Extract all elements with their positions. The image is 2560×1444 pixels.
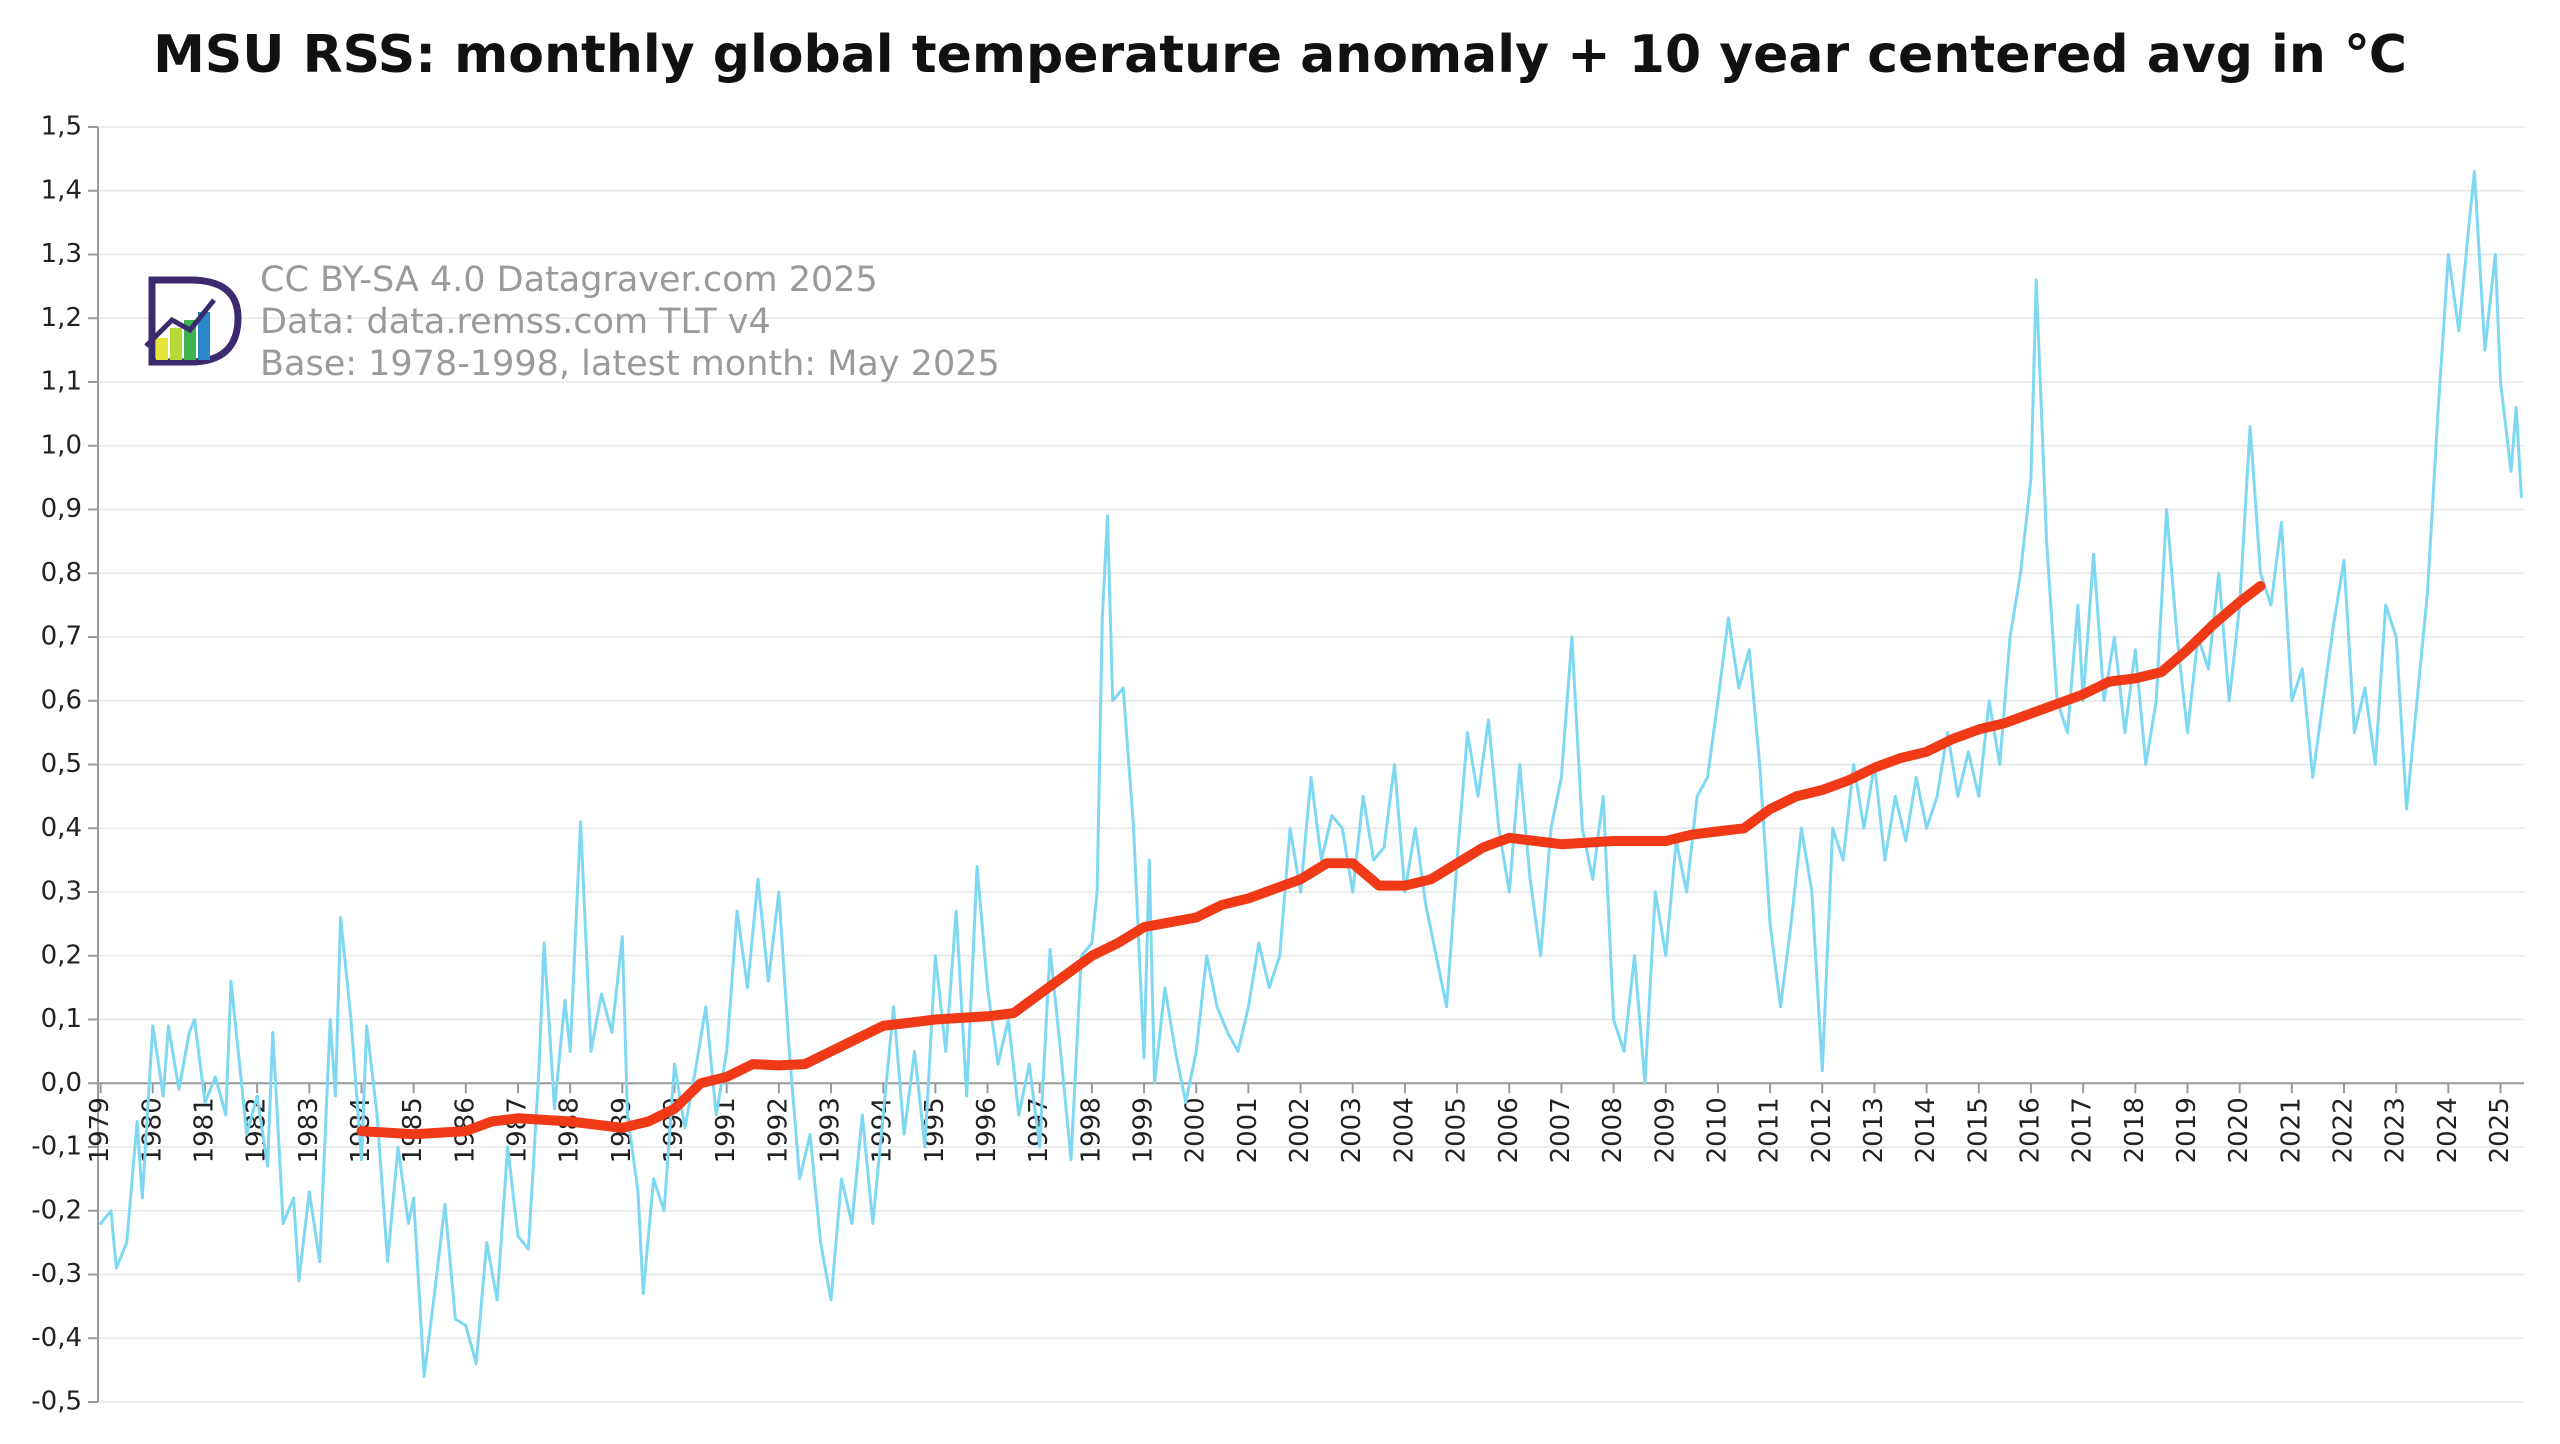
y-tick-label: 0,7	[41, 622, 82, 652]
annotation: Data: data.remss.com TLT v4	[260, 302, 771, 342]
x-tick-label: 2015	[1963, 1097, 1993, 1163]
y-tick-label: 1,1	[41, 367, 82, 397]
y-tick-label: -0,4	[31, 1323, 82, 1353]
y-tick-label: 0,4	[41, 813, 82, 843]
y-tick-label: -0,3	[31, 1259, 82, 1289]
y-tick-label: -0,2	[31, 1195, 82, 1225]
x-tick-label: 2006	[1494, 1097, 1524, 1163]
y-tick-label: 0,0	[41, 1068, 82, 1098]
x-tick-label: 2011	[1755, 1097, 1785, 1163]
y-tick-label: 0,9	[41, 494, 82, 524]
x-tick-label: 2007	[1546, 1097, 1576, 1163]
logo	[144, 276, 242, 366]
y-tick-label: 1,4	[41, 175, 82, 205]
y-tick-label: 0,1	[41, 1004, 82, 1034]
y-tick-label: 0,2	[41, 940, 82, 970]
y-tick-label: 1,3	[41, 239, 82, 269]
y-tick-label: 0,3	[41, 877, 82, 907]
chart-title: MSU RSS: monthly global temperature anom…	[153, 25, 2407, 85]
annotation: Base: 1978-1998, latest month: May 2025	[260, 344, 1000, 384]
x-tick-label: 2003	[1337, 1097, 1367, 1163]
y-tick-label: 1,5	[41, 112, 82, 142]
x-tick-label: 2005	[1442, 1097, 1472, 1163]
x-tick-label: 1980	[137, 1097, 167, 1163]
y-tick-label: 0,6	[41, 685, 82, 715]
x-tick-label: 2008	[1598, 1097, 1628, 1163]
y-tick-label: 0,8	[41, 558, 82, 588]
x-tick-label: 2004	[1389, 1097, 1419, 1163]
x-tick-label: 2017	[2068, 1097, 2098, 1163]
x-tick-label: 2025	[2485, 1097, 2515, 1163]
x-tick-label: 2001	[1233, 1097, 1263, 1163]
x-tick-label: 1998	[1076, 1097, 1106, 1163]
data-line	[356, 581, 2266, 1140]
y-tick-label: 1,2	[41, 303, 82, 333]
x-tick-label: 2020	[2224, 1097, 2254, 1163]
x-tick-label: 1988	[555, 1097, 585, 1163]
x-tick-label: 2014	[1911, 1097, 1941, 1163]
annotation: CC BY-SA 4.0 Datagraver.com 2025	[260, 260, 878, 300]
x-tick-label: 2024	[2433, 1097, 2463, 1163]
x-tick-label: 1979	[85, 1097, 115, 1163]
x-tick-label: 2002	[1285, 1097, 1315, 1163]
x-tick-label: 2016	[2015, 1097, 2045, 1163]
x-tick-label: 2013	[1859, 1097, 1889, 1163]
x-tick-label: 1992	[763, 1097, 793, 1163]
y-tick-label: -0,1	[31, 1132, 82, 1162]
x-tick-label: 2023	[2381, 1097, 2411, 1163]
x-tick-label: 1996	[972, 1097, 1002, 1163]
x-tick-label: 1983	[294, 1097, 324, 1163]
data-line	[99, 170, 2523, 1378]
x-tick-label: 1981	[189, 1097, 219, 1163]
x-tick-label: 2019	[2172, 1097, 2202, 1163]
x-tick-label: 1999	[1129, 1097, 1159, 1163]
x-tick-label: 2010	[1702, 1097, 1732, 1163]
y-tick-label: 1,0	[41, 430, 82, 460]
x-tick-label: 2021	[2276, 1097, 2306, 1163]
y-tick-label: -0,5	[31, 1387, 82, 1417]
x-tick-label: 1993	[816, 1097, 846, 1163]
x-tick-label: 2012	[1807, 1097, 1837, 1163]
x-tick-label: 2018	[2120, 1097, 2150, 1163]
x-tick-label: 2022	[2329, 1097, 2359, 1163]
x-tick-label: 2000	[1181, 1097, 1211, 1163]
y-tick-label: 0,5	[41, 749, 82, 779]
x-tick-label: 2009	[1650, 1097, 1680, 1163]
